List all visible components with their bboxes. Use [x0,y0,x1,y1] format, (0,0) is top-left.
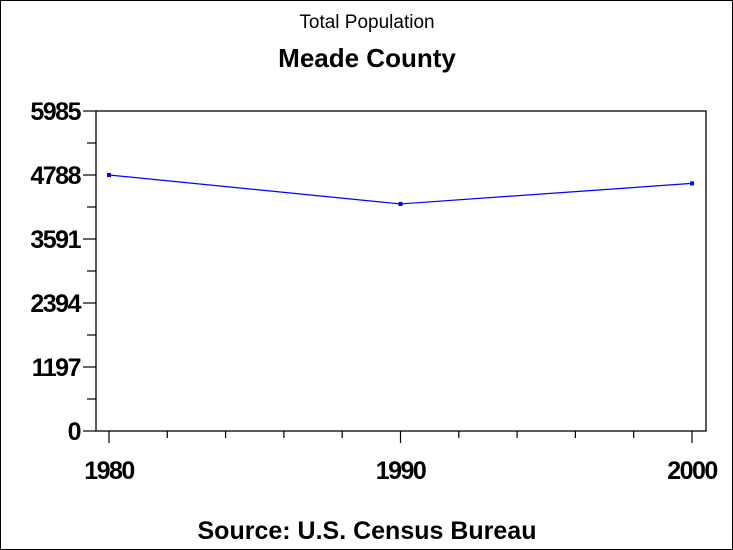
y-tick-label: 5985 [30,98,81,126]
x-tick-label: 1990 [376,457,426,485]
chart-subtitle: Meade County [278,43,456,73]
plot-frame [95,110,707,432]
data-point [398,201,403,206]
data-point [107,173,111,177]
y-tick-label: 3591 [30,226,81,254]
y-tick-label: 0 [68,418,81,446]
chart-footnote: Source: U.S. Census Bureau [198,517,537,545]
x-tick-label: 1980 [84,457,134,485]
chart-title: Total Population [299,12,434,33]
data-point [690,181,694,186]
y-tick-label: 4788 [30,162,81,190]
series-line [108,174,693,205]
y-tick-label: 2394 [30,290,81,318]
y-tick-label: 1197 [32,354,81,382]
x-tick-label: 2000 [667,457,717,485]
